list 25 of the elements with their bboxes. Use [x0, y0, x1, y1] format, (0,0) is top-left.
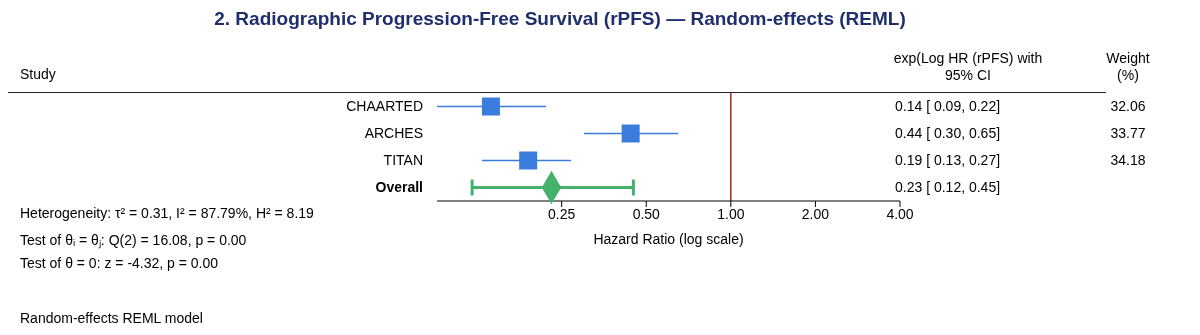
- chart-title: 2. Radiographic Progression-Free Survival (rPFS) — Random-effects (REML): [213, 8, 907, 30]
- x-tick-label: 0.50: [632, 205, 661, 222]
- text: 0.23 [ 0.12, 0.45]: [895, 178, 1001, 195]
- y-tick-label: Overall: [375, 179, 423, 196]
- text: Heterogeneity: τ² = 0.31, I² = 87.79%, H² = 8.19: [20, 205, 314, 221]
- text: 33.77: [1109, 124, 1147, 141]
- text: 0.19 [ 0.13, 0.27]: [895, 151, 1001, 168]
- text: 34.18: [1109, 151, 1147, 168]
- text: 0.14 [ 0.09, 0.22]: [895, 97, 1001, 114]
- text: Random-effects REML model: [20, 310, 203, 326]
- text: Test of θᵢ = θⱼ: Q(2) = 16.08, p = 0.00: [20, 231, 247, 249]
- x-tick-label: 4.00: [886, 205, 914, 222]
- x-tick-label: 0.25: [548, 205, 576, 222]
- text: Weight (%): [1105, 50, 1151, 84]
- text: 32.06: [1109, 97, 1147, 114]
- y-tick-label: ARCHES: [364, 125, 423, 142]
- text: 0.44 [ 0.30, 0.65]: [895, 124, 1001, 141]
- x-tick-label: 1.00: [717, 205, 745, 222]
- y-tick-label: TITAN: [383, 152, 423, 169]
- text: exp(Log HR (rPFS) with 95% CI: [892, 50, 1044, 84]
- y-tick-label: CHAARTED: [346, 98, 423, 115]
- x-axis-title: Hazard Ratio (log scale): [592, 231, 745, 247]
- x-tick-label: 2.00: [801, 205, 830, 222]
- text: Study: [20, 66, 56, 82]
- text: Test of θ = 0: z = -4.32, p = 0.00: [20, 255, 219, 271]
